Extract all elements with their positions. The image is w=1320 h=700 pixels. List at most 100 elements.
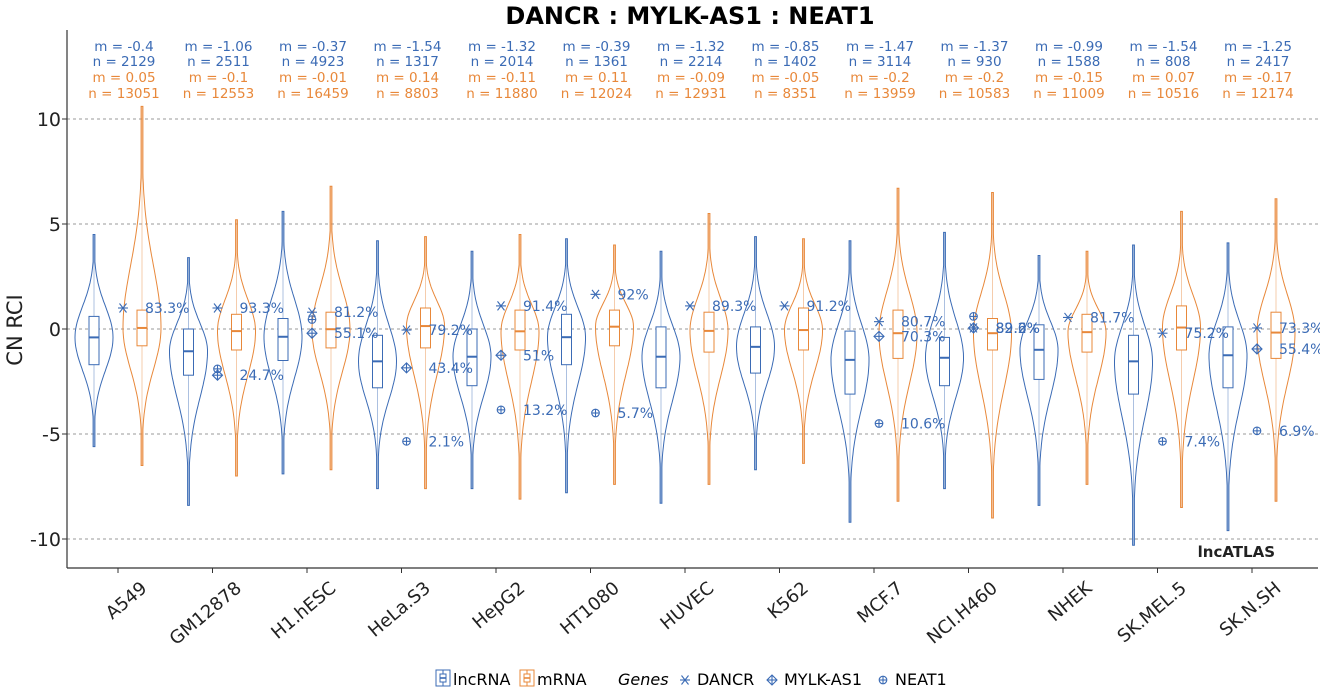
violin-mRNA-NHEK xyxy=(1067,250,1107,485)
violin-lncRNA-GM12878 xyxy=(169,257,208,506)
box xyxy=(939,336,950,387)
stat-m-mRNA: m = -0.2 xyxy=(850,70,909,86)
asterisk-stroke xyxy=(119,303,127,313)
legend-gene-label: DANCR xyxy=(697,670,754,689)
asterisk-stroke xyxy=(780,301,789,311)
violin-outline xyxy=(784,238,823,464)
asterisk-stroke xyxy=(497,301,505,311)
pct-label-DANCR: 73.3% xyxy=(1279,321,1320,337)
legend-symbol-DANCR xyxy=(680,675,690,685)
stat-n-lncRNA: n = 1588 xyxy=(1038,54,1101,70)
stat-n-mRNA: n = 12174 xyxy=(1222,86,1293,102)
x-tick-label: A549 xyxy=(102,578,151,624)
stat-m-lncRNA: m = -1.06 xyxy=(185,39,253,55)
legend-gene-label: MYLK-AS1 xyxy=(784,670,862,689)
pct-label-MYLK-AS1: 55.1% xyxy=(334,326,378,342)
y-tick-label: 10 xyxy=(37,109,61,131)
violin-outline xyxy=(357,240,398,490)
stat-n-mRNA: n = 12024 xyxy=(561,86,632,102)
stat-n-mRNA: n = 8351 xyxy=(754,86,817,102)
marker-DANCR-MCF.7 xyxy=(874,316,884,327)
violin-outline xyxy=(973,192,1012,519)
legend-symbol-NEAT1 xyxy=(878,675,888,685)
pct-label-DANCR: 89.6% xyxy=(996,321,1040,337)
stat-m-lncRNA: m = -0.4 xyxy=(94,39,153,55)
violin-mRNA-SK.MEL.5 xyxy=(1162,210,1201,508)
x-tick-label: HUVEC xyxy=(656,578,718,635)
violin-lncRNA-HeLa.S3 xyxy=(357,240,398,490)
violin-mRNA-HeLa.S3 xyxy=(405,236,446,490)
violin-outline xyxy=(1019,255,1059,506)
stat-n-mRNA: n = 16459 xyxy=(277,86,348,102)
stat-m-lncRNA: m = -0.85 xyxy=(752,39,820,55)
violin-outline xyxy=(452,250,492,490)
stat-m-lncRNA: m = -0.39 xyxy=(563,39,631,55)
stat-m-lncRNA: m = -0.37 xyxy=(279,39,347,55)
pct-label-MYLK-AS1: 55.4% xyxy=(1279,342,1320,358)
box xyxy=(1270,311,1282,359)
pct-label-DANCR: 89.3% xyxy=(712,299,756,315)
violin-outline xyxy=(263,210,303,475)
marker-DANCR-HeLa.S3 xyxy=(401,325,412,335)
stat-n-lncRNA: n = 2014 xyxy=(471,54,534,70)
box xyxy=(561,313,572,366)
asterisk-stroke xyxy=(213,303,222,313)
marker-DANCR-HT1080 xyxy=(590,289,601,300)
x-tick-label: MCF.7 xyxy=(853,578,907,628)
box xyxy=(892,309,904,359)
stat-n-lncRNA: n = 1361 xyxy=(565,54,628,70)
pct-label-NEAT1: 5.7% xyxy=(618,406,654,422)
stat-m-mRNA: m = -0.11 xyxy=(468,70,536,86)
stat-m-lncRNA: m = -1.54 xyxy=(374,39,442,55)
stat-m-mRNA: m = -0.1 xyxy=(189,70,248,86)
legend: lncRNA mRNA Genes DANCR MYLK-AS1 NEAT1 xyxy=(435,669,947,689)
pct-label-DANCR: 75.2% xyxy=(1185,326,1229,342)
box xyxy=(1128,334,1139,395)
x-tick-label: HeLa.S3 xyxy=(364,578,434,642)
stat-n-mRNA: n = 12553 xyxy=(183,86,254,102)
pct-label-DANCR: 83.3% xyxy=(145,301,189,317)
marker-DANCR-NHEK xyxy=(1063,312,1073,323)
pct-label-MYLK-AS1: 82.2% xyxy=(996,321,1040,337)
violin-lncRNA-MCF.7 xyxy=(830,240,870,523)
violin-outline xyxy=(217,219,256,477)
box xyxy=(1033,324,1045,380)
stat-m-lncRNA: m = -1.47 xyxy=(846,39,914,55)
pct-label-DANCR: 91.2% xyxy=(807,299,851,315)
pct-label-MYLK-AS1: 43.4% xyxy=(429,361,473,377)
y-axis-label: CN RCI xyxy=(3,294,27,365)
stat-n-lncRNA: n = 2214 xyxy=(660,54,723,70)
stat-n-mRNA: n = 11880 xyxy=(466,86,537,102)
marker-DANCR-HepG2 xyxy=(496,301,506,311)
y-tick-label: -10 xyxy=(30,529,61,551)
violin-mRNA-GM12878 xyxy=(217,219,256,477)
violin-outline xyxy=(1256,198,1296,502)
violin-outline xyxy=(925,231,964,490)
pct-label-NEAT1: 13.2% xyxy=(523,403,567,419)
marker-DANCR-HUVEC xyxy=(685,301,695,311)
box xyxy=(609,309,620,347)
violin-outline xyxy=(74,234,114,448)
x-tick-label: H1.hESC xyxy=(267,578,340,644)
pct-label-MYLK-AS1: 70.3% xyxy=(901,329,945,345)
marker-NEAT1-NCI.H460 xyxy=(969,312,978,321)
violin-mRNA-HUVEC xyxy=(689,213,729,485)
box xyxy=(1081,313,1093,353)
violin-mRNA-H1.hESC xyxy=(311,185,351,471)
violin-lncRNA-NCI.H460 xyxy=(925,231,964,490)
violin-outline xyxy=(1162,210,1201,508)
stat-n-lncRNA: n = 2417 xyxy=(1227,54,1290,70)
violin-lncRNA-HepG2 xyxy=(452,250,492,490)
marker-NEAT1-SK.MEL.5 xyxy=(1158,437,1167,446)
legend-gene-label: NEAT1 xyxy=(895,670,947,689)
violin-outline xyxy=(169,257,208,506)
violin-mRNA-NCI.H460 xyxy=(973,192,1012,519)
marker-DANCR-K562 xyxy=(779,301,790,311)
asterisk-stroke xyxy=(591,289,600,300)
pct-label-NEAT1: 10.6% xyxy=(901,417,945,433)
stat-n-mRNA: n = 13959 xyxy=(844,86,915,102)
violin-lncRNA-HT1080 xyxy=(547,238,586,494)
stat-m-lncRNA: m = -1.32 xyxy=(657,39,725,55)
watermark: lncATLAS xyxy=(1198,543,1275,561)
violin-lncRNA-A549 xyxy=(74,234,114,448)
